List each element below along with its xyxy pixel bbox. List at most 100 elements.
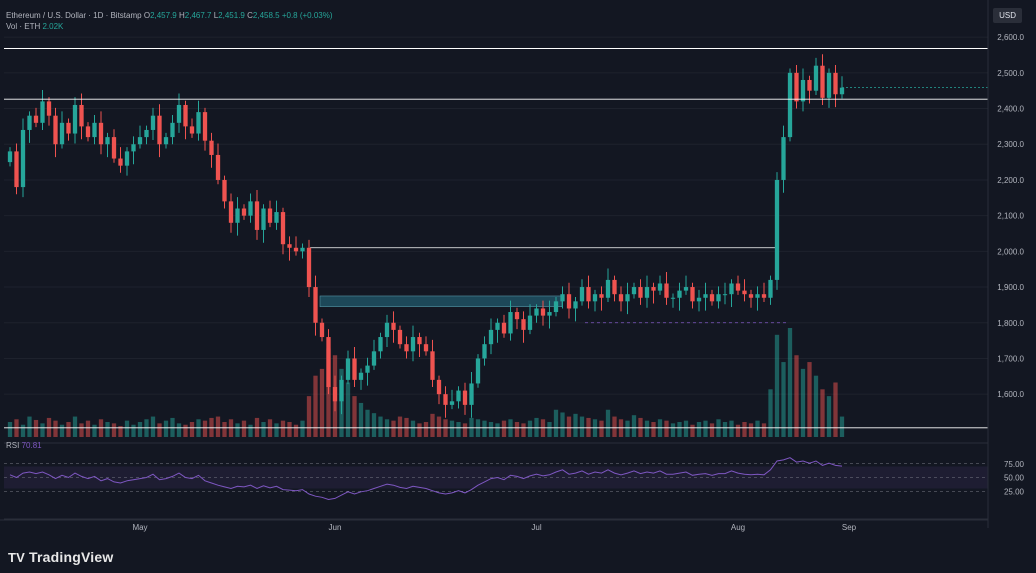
high-value: 2,467.7: [184, 11, 212, 20]
volume-bar: [53, 420, 58, 437]
volume-bar: [625, 420, 630, 437]
volume-bar: [150, 416, 156, 437]
candle-body: [196, 112, 201, 134]
candle-body: [722, 294, 728, 296]
volume-bar: [131, 424, 136, 437]
candle-body: [378, 337, 383, 352]
candle-body: [79, 104, 84, 127]
candle-body: [202, 112, 208, 141]
volume-bar: [280, 420, 286, 437]
volume-bar: [20, 424, 26, 437]
candle-body: [59, 122, 65, 145]
candle-body: [150, 115, 156, 130]
candle-body: [644, 287, 650, 298]
volume-bar: [612, 416, 617, 437]
candle-body: [352, 358, 357, 380]
candle-body: [111, 137, 117, 159]
volume-bar: [222, 422, 227, 437]
currency-button[interactable]: USD: [993, 8, 1022, 23]
close-value: 2,458.5: [252, 11, 280, 20]
volume-bar: [488, 422, 494, 437]
candle-body: [521, 319, 526, 330]
volume-bar: [378, 416, 383, 437]
price-tick-label: 1,900.0: [997, 283, 1024, 292]
month-label: Sep: [842, 523, 857, 532]
price-tick-label: 2,200.0: [997, 176, 1024, 185]
candle-body: [170, 122, 175, 138]
candle-body: [209, 140, 214, 155]
candle-body: [716, 294, 721, 302]
chart-legend: Ethereum / U.S. Dollar · 1D · Bitstamp O…: [6, 10, 333, 32]
candle-body: [326, 337, 331, 388]
rsi-line: [9, 457, 843, 501]
volume-bar: [683, 420, 689, 437]
candle-body: [287, 244, 292, 248]
symbol-title[interactable]: Ethereum / U.S. Dollar · 1D · Bitstamp: [6, 11, 142, 20]
candle-body: [807, 79, 812, 91]
candle-body: [553, 301, 559, 313]
volume-bar: [33, 419, 39, 437]
candle-body: [534, 308, 539, 316]
candle-body: [332, 387, 338, 402]
candle-body: [358, 372, 364, 380]
volume-bar: [644, 420, 650, 437]
volume-bar: [118, 426, 123, 437]
candle-body: [735, 283, 741, 291]
candle-body: [599, 294, 604, 298]
volume-bar: [397, 416, 403, 437]
volume-bar: [189, 422, 195, 437]
close-label: C: [247, 11, 253, 20]
volume-bar: [92, 424, 97, 437]
volume-bar: [768, 389, 773, 437]
level-lines: 2,568.22,426.31,505.62,458.512:55:45: [4, 42, 1030, 434]
volume-label[interactable]: Vol · ETH: [6, 22, 41, 31]
candle-body: [781, 137, 786, 180]
candle-body: [579, 287, 585, 302]
candle-body: [105, 137, 110, 145]
tradingview-brand[interactable]: TV TradingView: [8, 549, 113, 565]
candle-body: [7, 151, 13, 163]
volume-bar: [761, 423, 767, 437]
candle-body: [748, 294, 754, 298]
candle-body: [495, 322, 500, 330]
price-tick-label: 2,100.0: [997, 212, 1024, 221]
volume-bar: [410, 420, 416, 437]
volume-bar: [729, 420, 734, 437]
candle-body: [826, 72, 832, 98]
volume-bar: [514, 422, 520, 437]
candle-body: [638, 287, 643, 298]
volume-bar: [781, 362, 786, 437]
volume-bar: [800, 368, 806, 437]
volume-bar: [560, 412, 565, 437]
candle-body: [501, 322, 507, 334]
volume-bar: [651, 422, 656, 437]
brand-name: TradingView: [29, 549, 114, 565]
volume-bar: [85, 420, 91, 437]
price-tick-label: 1,600.0: [997, 390, 1024, 399]
volume-bar: [59, 424, 65, 437]
candle-body: [696, 297, 702, 302]
candle-body: [456, 390, 461, 402]
volume-bar: [690, 424, 695, 437]
rsi-tick-label: 25.00: [1004, 487, 1025, 496]
volume-bar: [319, 368, 325, 437]
volume-bar: [462, 423, 468, 437]
candle-body: [254, 201, 260, 230]
volume-bar: [755, 420, 760, 437]
candle-body: [144, 129, 149, 138]
volume-bar: [423, 422, 429, 437]
candle-body: [683, 287, 689, 291]
volume-bar: [157, 423, 162, 437]
volume-bar: [677, 422, 682, 437]
volume-bar: [553, 409, 559, 437]
volume-bar: [566, 416, 572, 437]
volume-bar: [371, 413, 377, 437]
volume-bar: [573, 413, 578, 437]
candle-body: [293, 247, 299, 252]
volume-bar: [787, 328, 793, 437]
rsi-value: 70.81: [21, 441, 42, 450]
high-label: H: [179, 11, 185, 20]
rsi-label[interactable]: RSI: [6, 441, 20, 450]
candle-body: [462, 390, 468, 405]
